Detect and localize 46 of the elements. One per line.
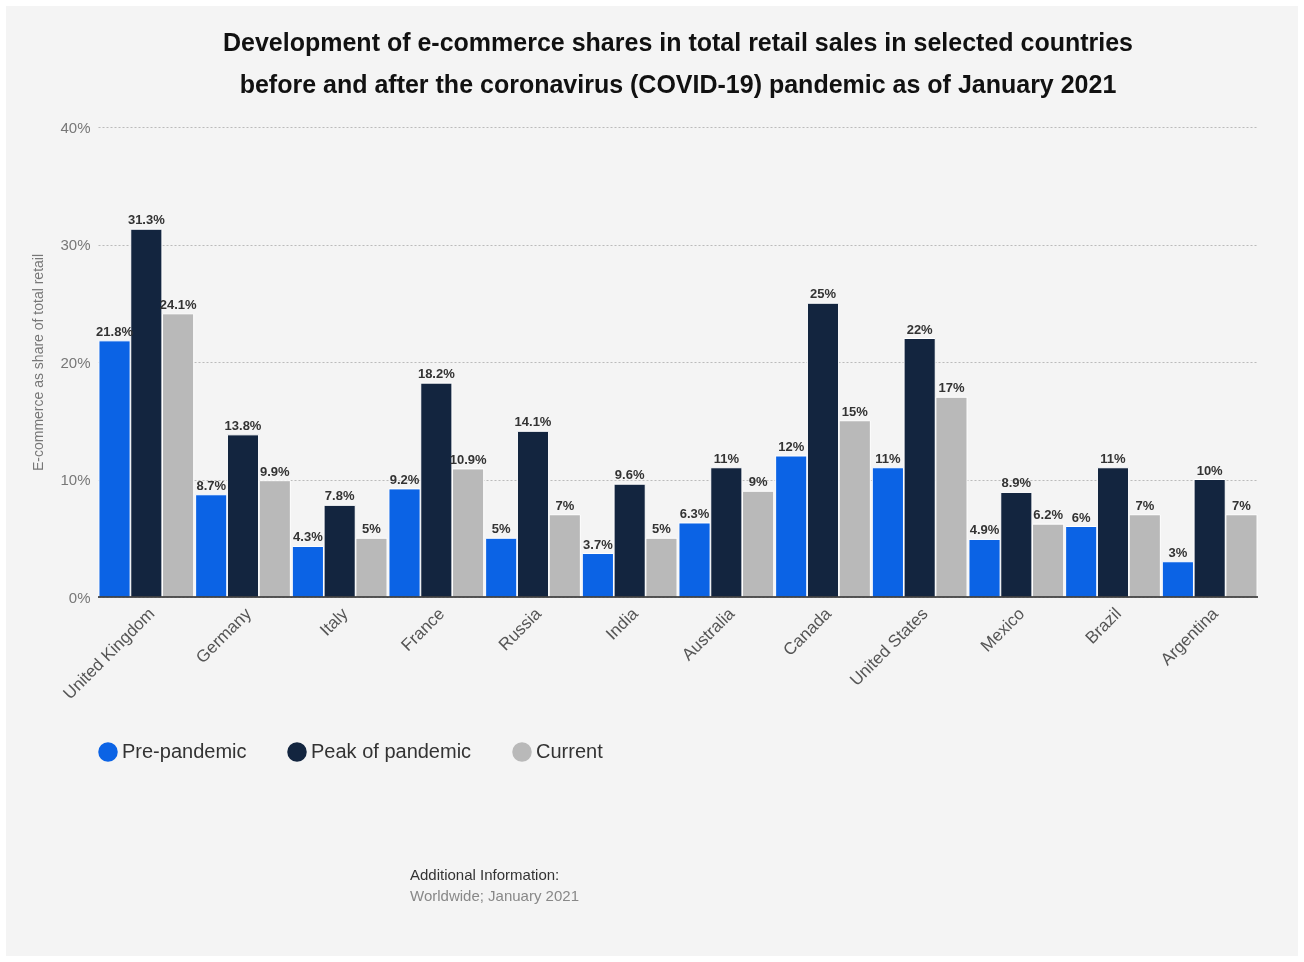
data-label: 22% bbox=[906, 321, 934, 337]
data-label: 11% bbox=[713, 450, 740, 466]
data-label: 6% bbox=[1071, 509, 1092, 525]
data-label: 3% bbox=[1168, 544, 1188, 560]
y-tick-label: 40% bbox=[60, 118, 91, 136]
chart-title: Development of e-commerce shares in total retail sales in selected countries before and after the coronavirus (COVID-19) pandemic as of January 2021 bbox=[222, 28, 1134, 98]
data-label: 17% bbox=[938, 380, 965, 396]
data-label: 6.3% bbox=[679, 505, 710, 521]
x-tick-label: Italy bbox=[316, 603, 353, 640]
data-label: 7% bbox=[1232, 497, 1252, 513]
data-label: 9.2% bbox=[389, 471, 420, 487]
data-label: 4.3% bbox=[293, 529, 324, 545]
data-label: 25% bbox=[809, 286, 837, 302]
data-label: 11% bbox=[1100, 450, 1127, 466]
data-label: 31.3% bbox=[127, 212, 166, 228]
data-label: 10% bbox=[1196, 462, 1224, 478]
data-label: 5% bbox=[362, 521, 382, 537]
y-tick-label: 0% bbox=[68, 588, 91, 606]
y-tick-label: 30% bbox=[60, 236, 91, 253]
data-label: 7% bbox=[1135, 497, 1155, 513]
data-label: 4.9% bbox=[969, 522, 1000, 538]
legend-label: Peak of pandemic bbox=[311, 740, 472, 762]
y-axis-title: E-commerce as share of total retail bbox=[30, 253, 47, 472]
data-label: 5% bbox=[491, 521, 512, 537]
data-label: 3.7% bbox=[583, 536, 614, 552]
text: Additional Information: bbox=[410, 865, 561, 885]
data-label: 6.2% bbox=[1033, 507, 1064, 523]
data-label: 14.1% bbox=[514, 414, 552, 430]
legend-label: Pre-pandemic bbox=[122, 740, 247, 762]
data-label: 12% bbox=[778, 439, 805, 454]
data-label: 8.9% bbox=[1001, 475, 1032, 491]
data-label: 7% bbox=[555, 497, 575, 513]
data-label: 9.9% bbox=[259, 463, 291, 479]
legend-label: Current bbox=[536, 740, 604, 762]
data-label: 18.2% bbox=[417, 366, 456, 382]
data-label: 11% bbox=[875, 450, 901, 466]
data-label: 13.8% bbox=[224, 417, 262, 433]
y-tick-label: 20% bbox=[60, 353, 91, 371]
data-label: 9.6% bbox=[614, 467, 645, 483]
data-label: 7.8% bbox=[324, 488, 355, 504]
data-label: 5% bbox=[652, 521, 672, 537]
data-label: 8.7% bbox=[196, 477, 227, 493]
data-label: 9% bbox=[748, 474, 768, 490]
y-tick-label: 10% bbox=[60, 471, 91, 488]
data-label: 15% bbox=[841, 403, 869, 419]
text: Worldwide; January 2021 bbox=[410, 886, 579, 906]
